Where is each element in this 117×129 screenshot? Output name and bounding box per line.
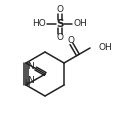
Text: OH: OH: [73, 19, 87, 29]
Text: O: O: [57, 34, 64, 42]
Text: N: N: [27, 62, 34, 71]
Text: HO: HO: [32, 19, 46, 29]
Text: O: O: [68, 36, 75, 45]
Text: N: N: [27, 76, 34, 85]
Text: OH: OH: [98, 43, 112, 53]
Text: O: O: [57, 6, 64, 14]
Text: S: S: [56, 19, 64, 29]
Text: H: H: [24, 79, 29, 88]
